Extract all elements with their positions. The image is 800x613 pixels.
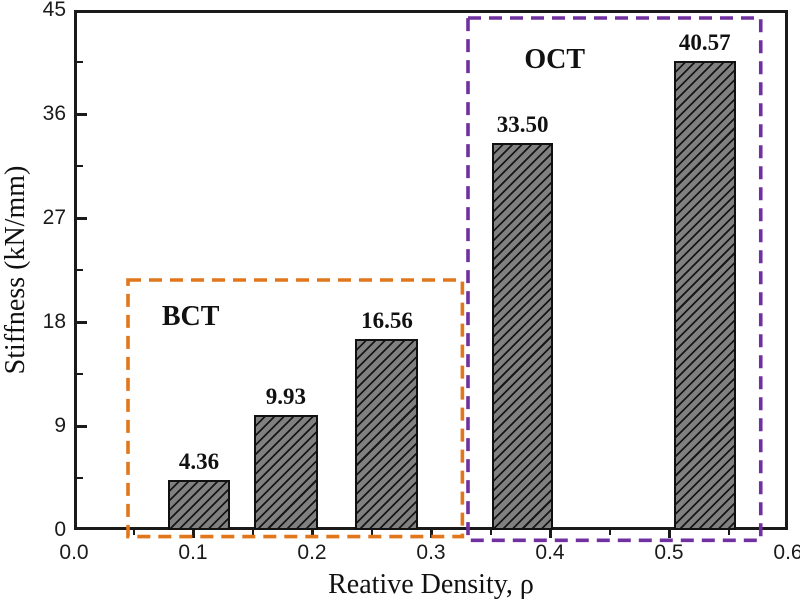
bar bbox=[673, 61, 736, 530]
y-axis-title: Stiffness (kN/mm) bbox=[0, 165, 31, 375]
y-minor-tick bbox=[77, 165, 83, 167]
oct-group-box bbox=[466, 16, 763, 543]
x-tick-label: 0.3 bbox=[416, 541, 446, 564]
bct-group-box bbox=[125, 278, 464, 539]
x-minor-tick bbox=[727, 530, 730, 535]
bar bbox=[253, 415, 318, 530]
y-tick-label: 9 bbox=[54, 414, 66, 437]
x-major-tick bbox=[549, 530, 552, 538]
x-minor-tick bbox=[370, 530, 373, 535]
x-tick-label: 0.4 bbox=[535, 541, 565, 564]
x-minor-tick bbox=[132, 530, 135, 535]
y-tick-label: 0 bbox=[54, 518, 66, 541]
y-tick-label: 27 bbox=[42, 206, 66, 229]
y-minor-tick bbox=[77, 373, 83, 375]
x-minor-tick bbox=[608, 530, 611, 535]
x-tick-label: 0.5 bbox=[654, 541, 684, 564]
bar-value-label: 40.57 bbox=[678, 30, 731, 56]
bar-value-label: 4.36 bbox=[178, 448, 220, 474]
bar bbox=[492, 142, 553, 530]
y-minor-tick bbox=[77, 269, 83, 271]
y-minor-tick bbox=[77, 477, 83, 479]
x-axis-title: Reative Density, ρ bbox=[328, 569, 534, 600]
group-label-bct: BCT bbox=[161, 301, 220, 333]
x-major-tick bbox=[311, 530, 314, 538]
y-tick-label: 36 bbox=[42, 102, 66, 125]
bar bbox=[355, 338, 419, 530]
x-minor-tick bbox=[489, 530, 492, 535]
x-tick-label: 0.0 bbox=[59, 541, 89, 564]
x-major-tick bbox=[192, 530, 195, 538]
y-major-tick bbox=[77, 425, 87, 428]
x-tick-label: 0.6 bbox=[773, 541, 800, 564]
x-tick-label: 0.1 bbox=[178, 541, 208, 564]
x-tick-label: 0.2 bbox=[297, 541, 327, 564]
x-major-tick bbox=[668, 530, 671, 538]
x-major-tick bbox=[430, 530, 433, 538]
y-tick-label: 18 bbox=[42, 310, 66, 333]
y-major-tick bbox=[77, 113, 87, 116]
y-tick-label: 45 bbox=[42, 0, 66, 21]
y-major-tick bbox=[77, 321, 87, 324]
bar bbox=[168, 479, 230, 530]
bar-value-label: 33.50 bbox=[496, 111, 549, 137]
x-minor-tick bbox=[251, 530, 254, 535]
bar-value-label: 16.56 bbox=[361, 307, 413, 333]
y-minor-tick bbox=[77, 61, 83, 63]
group-label-oct: OCT bbox=[524, 43, 586, 75]
y-major-tick bbox=[77, 217, 87, 220]
bar-value-label: 9.93 bbox=[265, 384, 306, 410]
